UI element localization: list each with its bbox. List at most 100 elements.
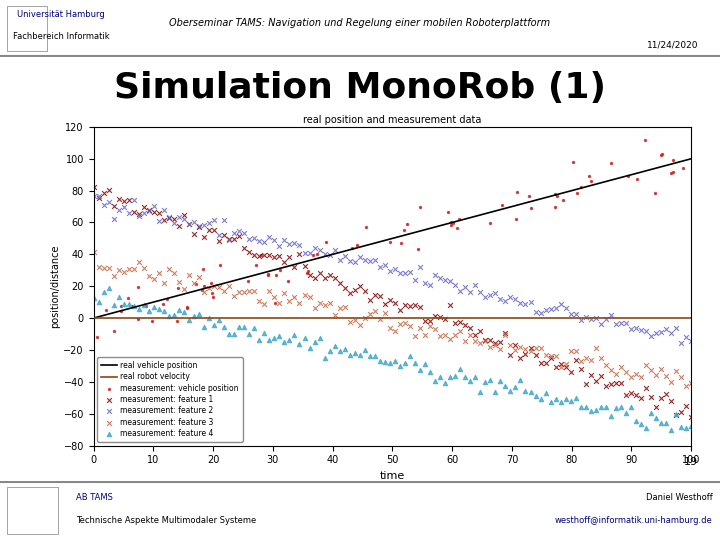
measurement: feature 2: (89.9, -7.13): feature 2: (89.9, -7.13) (625, 325, 636, 334)
measurement: feature 1: (44.5, 20.2): feature 1: (44.5, 20.2) (354, 281, 366, 290)
measurement: vehicle position: (38.9, 48): vehicle position: (38.9, 48) (320, 237, 332, 246)
measurement: feature 3: (89.1, -34.1): feature 3: (89.1, -34.1) (620, 368, 631, 377)
measurement: feature 2: (58, 25.2): feature 2: (58, 25.2) (434, 274, 446, 282)
measurement: feature 3: (82.4, -25): feature 3: (82.4, -25) (580, 354, 592, 362)
measurement: feature 3: (78.2, -30.5): feature 3: (78.2, -30.5) (555, 362, 567, 371)
measurement: vehicle position: (52, 55.2): vehicle position: (52, 55.2) (399, 226, 410, 234)
measurement: feature 2: (67.2, 15.7): feature 2: (67.2, 15.7) (490, 289, 501, 298)
measurement: feature 4: (62.2, -36.9): feature 4: (62.2, -36.9) (459, 373, 471, 381)
measurement: feature 3: (40.3, 1.85): feature 3: (40.3, 1.85) (329, 311, 341, 320)
measurement: feature 1: (18.5, 51.2): feature 1: (18.5, 51.2) (198, 232, 210, 241)
measurement: feature 1: (21.8, 52.3): feature 1: (21.8, 52.3) (218, 231, 230, 239)
measurement: feature 2: (85.7, -0.585): feature 2: (85.7, -0.585) (600, 315, 611, 323)
measurement: feature 4: (31.1, -11.3): feature 4: (31.1, -11.3) (274, 332, 285, 340)
real vehicle position (508, 203, 516, 210)
measurement: feature 2: (25.2, 53.2): feature 2: (25.2, 53.2) (238, 229, 250, 238)
measurement: vehicle position: (0.552, -11.9): vehicle position: (0.552, -11.9) (91, 333, 103, 341)
measurement: vehicle position: (12.2, 12.2): vehicle position: (12.2, 12.2) (161, 294, 172, 303)
measurement: feature 2: (92.4, -7.9): feature 2: (92.4, -7.9) (640, 326, 652, 335)
measurement: feature 4: (99.2, -69): feature 4: (99.2, -69) (680, 423, 692, 432)
measurement: feature 3: (41.2, 6.18): feature 3: (41.2, 6.18) (334, 304, 346, 313)
measurement: feature 1: (77.3, -30.4): feature 1: (77.3, -30.4) (550, 362, 562, 371)
measurement: feature 3: (3.36, 26.1): feature 3: (3.36, 26.1) (108, 272, 120, 281)
measurement: feature 3: (16, 27.1): feature 3: (16, 27.1) (184, 271, 195, 279)
measurement: feature 2: (39.5, 39.8): feature 2: (39.5, 39.8) (324, 251, 336, 259)
measurement: feature 3: (6.72, 31): feature 3: (6.72, 31) (128, 265, 140, 273)
measurement: feature 1: (16.8, 52.9): feature 1: (16.8, 52.9) (188, 230, 199, 238)
measurement: feature 2: (73.9, 4.1): feature 2: (73.9, 4.1) (530, 307, 541, 316)
measurement: feature 2: (37, 44): feature 2: (37, 44) (309, 244, 320, 252)
measurement: feature 2: (60.5, 20.5): feature 2: (60.5, 20.5) (449, 281, 461, 289)
measurement: feature 3: (22.7, 19.9): feature 3: (22.7, 19.9) (223, 282, 235, 291)
measurement: feature 2: (84, 0.338): feature 2: (84, 0.338) (590, 313, 601, 322)
measurement: feature 1: (90.8, -48.5): feature 1: (90.8, -48.5) (630, 391, 642, 400)
measurement: feature 2: (54.6, 32.1): feature 2: (54.6, 32.1) (414, 262, 426, 271)
real robot velocity (364, 315, 373, 321)
measurement: feature 2: (79.8, 2.67): feature 2: (79.8, 2.67) (565, 309, 577, 318)
measurement: feature 4: (70.6, -43.1): feature 4: (70.6, -43.1) (510, 382, 521, 391)
measurement: feature 3: (53.8, -11.5): feature 3: (53.8, -11.5) (409, 332, 420, 341)
measurement: feature 4: (48.7, -27.9): feature 4: (48.7, -27.9) (379, 358, 391, 367)
measurement: feature 4: (44.5, -23.3): feature 4: (44.5, -23.3) (354, 351, 366, 360)
measurement: feature 4: (87.4, -56.7): feature 4: (87.4, -56.7) (610, 404, 621, 413)
measurement: feature 4: (41.2, -20.6): feature 4: (41.2, -20.6) (334, 347, 346, 355)
measurement: feature 3: (75.6, -23.3): feature 3: (75.6, -23.3) (540, 351, 552, 360)
measurement: feature 1: (41.2, 22.1): feature 1: (41.2, 22.1) (334, 279, 346, 287)
measurement: feature 3: (66.4, -17.9): feature 3: (66.4, -17.9) (485, 342, 496, 351)
measurement: feature 4: (58.8, -40.6): feature 4: (58.8, -40.6) (439, 379, 451, 387)
measurement: feature 2: (19.3, 59.6): feature 2: (19.3, 59.6) (203, 219, 215, 227)
measurement: feature 1: (81.5, -32.2): feature 1: (81.5, -32.2) (575, 365, 587, 374)
measurement: vehicle position: (30.4, 9.47): vehicle position: (30.4, 9.47) (270, 299, 282, 307)
measurement: feature 1: (72.3, -22.6): feature 1: (72.3, -22.6) (520, 350, 531, 359)
measurement: feature 4: (37, -14.8): feature 4: (37, -14.8) (309, 338, 320, 346)
measurement: feature 4: (26.9, -5.94): feature 4: (26.9, -5.94) (248, 323, 260, 332)
measurement: feature 3: (14.3, 22.9): feature 3: (14.3, 22.9) (174, 278, 185, 286)
measurement: feature 3: (5.88, 31): feature 3: (5.88, 31) (123, 264, 135, 273)
measurement: feature 1: (86.6, -41.5): feature 1: (86.6, -41.5) (605, 380, 616, 388)
measurement: feature 2: (14.3, 63.5): feature 2: (14.3, 63.5) (174, 213, 185, 221)
measurement: feature 1: (49.6, 11): feature 1: (49.6, 11) (384, 296, 396, 305)
measurement: feature 4: (29.4, -13.6): feature 4: (29.4, -13.6) (264, 335, 275, 344)
measurement: vehicle position: (70.7, 62.2): vehicle position: (70.7, 62.2) (510, 215, 522, 224)
measurement: feature 2: (68.9, 10.5): feature 2: (68.9, 10.5) (500, 297, 511, 306)
measurement: feature 1: (66.4, -13.7): feature 1: (66.4, -13.7) (485, 335, 496, 344)
measurement: feature 1: (73.9, -23.3): feature 1: (73.9, -23.3) (530, 351, 541, 360)
measurement: feature 1: (83.2, -35.9): feature 1: (83.2, -35.9) (585, 371, 597, 380)
measurement: feature 4: (16.8, 1.01): feature 4: (16.8, 1.01) (188, 312, 199, 321)
measurement: feature 2: (1.68, 70.7): feature 2: (1.68, 70.7) (98, 201, 109, 210)
measurement: feature 2: (47.1, 36.6): feature 2: (47.1, 36.6) (369, 255, 381, 264)
measurement: feature 3: (97.5, -33.5): feature 3: (97.5, -33.5) (670, 367, 682, 376)
measurement: feature 4: (11.8, 4.28): feature 4: (11.8, 4.28) (158, 307, 170, 315)
measurement: feature 2: (31.1, 44.9): feature 2: (31.1, 44.9) (274, 242, 285, 251)
measurement: feature 4: (13.4, 1.84): feature 4: (13.4, 1.84) (168, 311, 180, 320)
measurement: feature 3: (57.1, -6.76): feature 3: (57.1, -6.76) (429, 325, 441, 333)
measurement: feature 1: (47.1, 14.6): feature 1: (47.1, 14.6) (369, 291, 381, 299)
Text: 19: 19 (684, 457, 698, 467)
measurement: feature 1: (21, 48.1): feature 1: (21, 48.1) (213, 237, 225, 246)
measurement: feature 2: (3.36, 62.3): feature 2: (3.36, 62.3) (108, 214, 120, 223)
measurement: feature 4: (52.1, -28.4): feature 4: (52.1, -28.4) (399, 359, 410, 368)
measurement: feature 2: (44.5, 38.2): feature 2: (44.5, 38.2) (354, 253, 366, 261)
measurement: feature 1: (5.88, 74.1): feature 1: (5.88, 74.1) (123, 195, 135, 204)
measurement: feature 3: (58.8, -10.7): feature 3: (58.8, -10.7) (439, 330, 451, 339)
measurement: feature 3: (84, -18.8): feature 3: (84, -18.8) (590, 343, 601, 352)
measurement: feature 3: (19.3, 18.7): feature 3: (19.3, 18.7) (203, 284, 215, 293)
measurement: feature 4: (79.8, -51.9): feature 4: (79.8, -51.9) (565, 396, 577, 405)
measurement: feature 4: (25.2, -5.65): feature 4: (25.2, -5.65) (238, 323, 250, 332)
measurement: vehicle position: (97, 91.8): vehicle position: (97, 91.8) (667, 167, 679, 176)
measurement: feature 1: (70.6, -16.8): feature 1: (70.6, -16.8) (510, 340, 521, 349)
measurement: feature 2: (69.7, 13): feature 2: (69.7, 13) (505, 293, 516, 302)
real vehicle position (239, 275, 248, 281)
measurement: vehicle position: (80.2, 97.7): vehicle position: (80.2, 97.7) (567, 158, 579, 167)
measurement: feature 1: (23.5, 49.5): feature 1: (23.5, 49.5) (228, 235, 240, 244)
measurement: feature 3: (71.4, -17.9): feature 3: (71.4, -17.9) (515, 342, 526, 351)
measurement: feature 1: (46.2, 11.6): feature 1: (46.2, 11.6) (364, 295, 376, 304)
measurement: feature 1: (11.8, 61.5): feature 1: (11.8, 61.5) (158, 216, 170, 225)
measurement: feature 4: (38.7, -25.3): feature 4: (38.7, -25.3) (319, 354, 330, 363)
FancyBboxPatch shape (7, 5, 47, 51)
Text: Technische Aspekte Multimodaler Systeme: Technische Aspekte Multimodaler Systeme (76, 516, 256, 525)
measurement: feature 4: (15.1, 3.65): feature 4: (15.1, 3.65) (179, 308, 190, 316)
measurement: feature 2: (5.88, 66): feature 2: (5.88, 66) (123, 208, 135, 217)
measurement: feature 4: (45.4, -20.1): feature 4: (45.4, -20.1) (359, 346, 371, 354)
measurement: feature 3: (29.4, 16.8): feature 3: (29.4, 16.8) (264, 287, 275, 296)
